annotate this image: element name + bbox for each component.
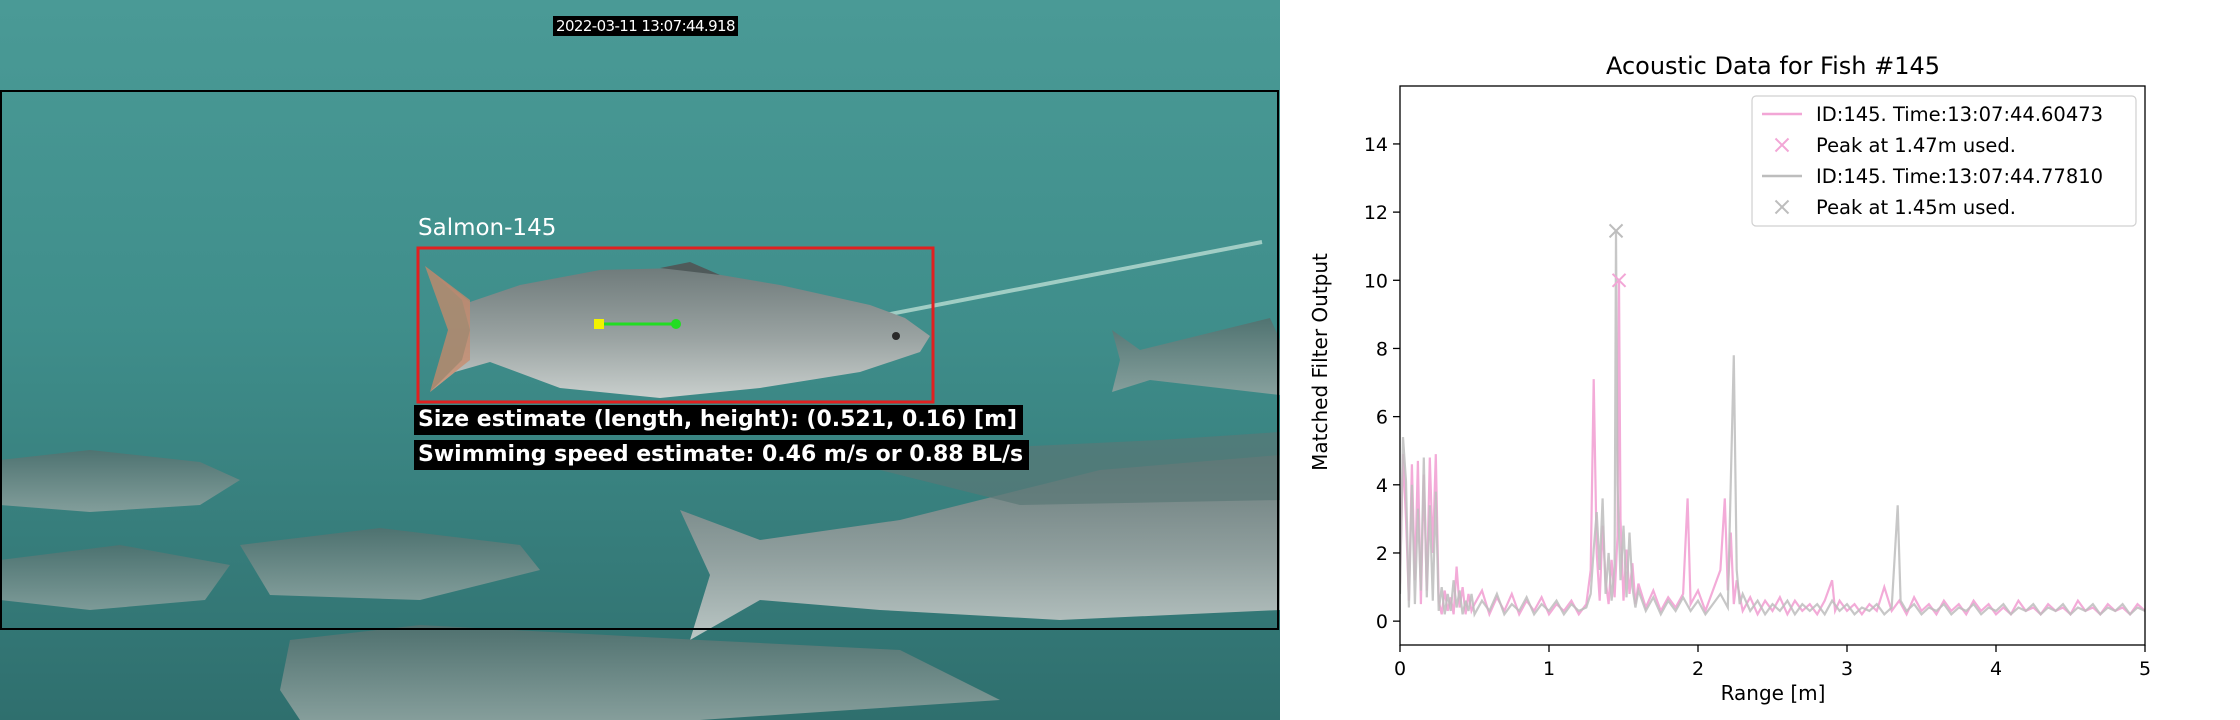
series-line-1 [1400,280,2145,618]
plot-frame [1399,85,2146,646]
y-tick-label: 4 [1376,475,1388,497]
detection-box [416,246,935,404]
background-fish [280,625,1000,720]
rope-line [879,240,1263,318]
x-axis-label: Range [m] [1721,681,1826,705]
salmon-eye [892,332,900,340]
x-tick-label: 1 [1543,658,1555,680]
legend: ID:145. Time:13:07:44.60473 Peak at 1.47m… [1751,95,2137,227]
legend-label: ID:145. Time:13:07:44.77810 [1816,165,2103,188]
video-timestamp: 2022-03-11 13:07:44.918 [553,16,738,36]
speed-vector-start [594,319,604,329]
y-tick-label: 6 [1376,407,1388,429]
legend-entry-peak: Peak at 1.45m used. [1774,196,2016,219]
salmon-dorsal-fin [660,262,720,275]
y-tick-label: 14 [1364,134,1388,156]
x-tick-label: 2 [1692,658,1704,680]
roi-box [0,90,1279,630]
y-tick-label: 2 [1376,543,1388,565]
video-frame: 2022-03-11 13:07:44.918 Salmon-145 Size … [0,0,1280,720]
x-tick-label: 0 [1394,658,1406,680]
background-fish [1112,318,1280,395]
legend-label: ID:145. Time:13:07:44.60473 [1816,103,2103,126]
x-tick-label: 5 [2139,658,2151,680]
y-tick-label: 12 [1364,202,1388,224]
background-fish [0,450,240,512]
legend-entry-peak: Peak at 1.47m used. [1774,134,2016,157]
x-tick-label: 3 [1841,658,1853,680]
chart-title: Acoustic Data for Fish #145 [1606,52,1940,80]
peak-marker-2 [1608,223,1624,239]
peak-marker-1 [1611,273,1627,288]
legend-label: Peak at 1.45m used. [1816,196,2016,219]
acoustic-chart: Acoustic Data for Fish #145 0 1 2 3 4 5024681… [1308,52,2151,705]
salmon-tail [425,266,470,392]
speed-estimate-text: Swimming speed estimate: 0.46 m/s or 0.8… [414,440,1030,470]
underwater-scene [0,0,1280,720]
legend-label: Peak at 1.47m used. [1816,134,2016,157]
legend-box [1751,95,2137,227]
y-tick-label: 0 [1376,611,1388,633]
y-axis-label: Matched Filter Output [1308,253,1332,471]
legend-entry-series: ID:145. Time:13:07:44.60473 [1762,103,2103,126]
x-tick-label: 4 [1990,658,2002,680]
detection-label: Salmon-145 [418,215,557,241]
legend-entry-series: ID:145. Time:13:07:44.77810 [1762,165,2103,188]
salmon-145-fish [425,266,930,398]
background-fish [0,545,230,610]
size-estimate-text: Size estimate (length, height): (0.521, … [414,405,1024,435]
series-line-2 [1400,230,2145,618]
y-tick-label: 8 [1376,338,1388,360]
background-fish [240,528,540,600]
y-tick-label: 10 [1364,270,1388,292]
speed-vector-end [671,319,681,329]
